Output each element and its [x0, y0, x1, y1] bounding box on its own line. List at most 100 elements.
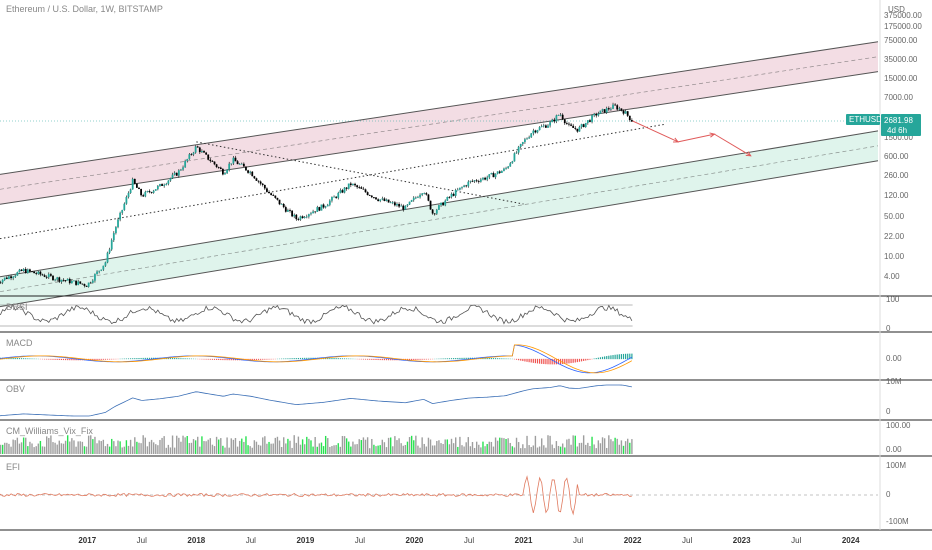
macd-hist-181	[375, 358, 377, 360]
macd-hist-235	[488, 357, 490, 360]
candle-body-58	[117, 219, 119, 228]
tag-symbol: ETHUSD	[849, 115, 882, 124]
macd-hist-270	[562, 358, 564, 365]
candle-body-227	[471, 180, 474, 182]
macd-hist-69	[140, 357, 142, 360]
macd-hist-108	[222, 358, 224, 361]
macd-hist-175	[362, 358, 365, 360]
obv-line	[0, 384, 632, 417]
macd-hist-114	[234, 358, 237, 361]
price-tick-6: 1500.00	[884, 133, 913, 142]
drsi-line	[0, 304, 633, 325]
vixfix-bar-101	[207, 439, 209, 454]
candle-body-162	[335, 196, 338, 198]
vixfix-bar-181	[375, 446, 377, 454]
candle-body-30	[58, 277, 61, 282]
vixfix-bar-33	[64, 440, 67, 454]
macd-hist-72	[146, 357, 148, 360]
vixfix-bar-40	[79, 441, 81, 454]
candle-body-254	[528, 137, 531, 139]
vixfix-bar-45	[90, 435, 92, 454]
candle-body-186	[385, 199, 388, 201]
candle-body-124	[255, 178, 258, 181]
vixfix-bar-109	[224, 447, 226, 454]
candle-body-28	[54, 279, 56, 281]
vixfix-bar-124	[255, 441, 258, 454]
macd-hist-55	[111, 358, 113, 360]
candle-body-80	[163, 184, 166, 186]
candle-body-274	[570, 124, 572, 126]
vixfix-bar-169	[350, 446, 352, 454]
candle-body-25	[47, 274, 50, 278]
candle-body-283	[589, 120, 591, 122]
macd-hist-12	[20, 358, 23, 360]
vixfix-bar-145	[299, 444, 302, 454]
vixfix-bar-234	[486, 444, 488, 454]
macd-hist-280	[583, 358, 585, 361]
time-tick-13: Jul	[791, 536, 801, 545]
candle-body-266	[553, 119, 556, 122]
vixfix-bar-143	[295, 442, 298, 454]
candle-body-223	[463, 185, 465, 188]
vixfix-bar-54	[108, 446, 111, 454]
vixfix-bar-295	[614, 437, 616, 454]
projection-segment-1	[632, 120, 679, 143]
vixfix-bar-96	[197, 436, 199, 454]
vixfix-bar-28	[54, 442, 56, 454]
candle-body-16	[29, 269, 31, 272]
vixfix-bar-224	[465, 442, 467, 454]
candle-body-17	[31, 271, 33, 273]
macd-hist-36	[71, 358, 73, 361]
macd-hist-296	[616, 354, 618, 360]
vixfix-bar-110	[226, 437, 228, 454]
indicator-axis-4-1: 0	[886, 490, 891, 499]
vixfix-bar-42	[83, 446, 86, 454]
vixfix-bar-271	[564, 447, 566, 454]
vixfix-bar-10	[16, 437, 19, 454]
candle-body-303	[630, 120, 633, 122]
candle-body-195	[404, 205, 407, 210]
pane-label-2: OBV	[6, 384, 25, 394]
macd-hist-7	[10, 357, 12, 360]
vixfix-bar-133	[274, 437, 277, 454]
candle-body-301	[626, 111, 629, 116]
candle-body-98	[201, 151, 203, 153]
macd-hist-283	[589, 358, 591, 360]
macd-hist-199	[413, 358, 415, 360]
vixfix-bar-278	[578, 442, 581, 454]
vixfix-bar-102	[209, 438, 212, 454]
vixfix-bar-282	[587, 442, 589, 454]
macd-hist-277	[576, 358, 578, 363]
pane-label-4: EFI	[6, 462, 20, 472]
vixfix-bar-163	[337, 443, 339, 454]
candle-body-253	[526, 138, 528, 140]
macd-hist-177	[367, 358, 369, 360]
macd-hist-89	[182, 358, 184, 360]
vixfix-bar-250	[520, 448, 522, 454]
vixfix-bar-214	[444, 439, 446, 454]
vixfix-bar-165	[341, 435, 344, 454]
vixfix-bar-211	[438, 440, 440, 454]
vixfix-bar-238	[494, 437, 497, 454]
macd-hist-32	[62, 358, 65, 361]
vixfix-bar-287	[597, 440, 600, 454]
vixfix-bar-273	[568, 438, 570, 454]
macd-hist-25	[48, 358, 50, 360]
macd-hist-90	[184, 358, 186, 360]
candle-body-148	[305, 216, 308, 218]
vixfix-bar-275	[572, 435, 574, 454]
candle-body-161	[333, 196, 335, 198]
price-tick-8: 260.00	[884, 171, 909, 180]
vixfix-bar-24	[46, 436, 48, 454]
vixfix-bar-135	[278, 440, 281, 454]
candle-body-72	[146, 191, 149, 192]
time-tick-10: 2022	[624, 536, 642, 545]
vixfix-bar-180	[373, 444, 375, 454]
macd-hist-29	[56, 358, 58, 360]
candle-body-75	[152, 190, 155, 193]
vixfix-bar-229	[475, 441, 478, 454]
candle-body-250	[519, 144, 522, 147]
macd-hist-281	[585, 358, 587, 361]
vixfix-bar-225	[467, 437, 469, 454]
